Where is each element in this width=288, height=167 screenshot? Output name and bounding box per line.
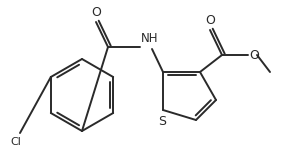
Text: O: O <box>91 6 101 19</box>
Text: NH: NH <box>141 32 158 45</box>
Text: Cl: Cl <box>10 137 21 147</box>
Text: S: S <box>158 115 166 128</box>
Text: O: O <box>205 14 215 27</box>
Text: O: O <box>249 48 259 61</box>
